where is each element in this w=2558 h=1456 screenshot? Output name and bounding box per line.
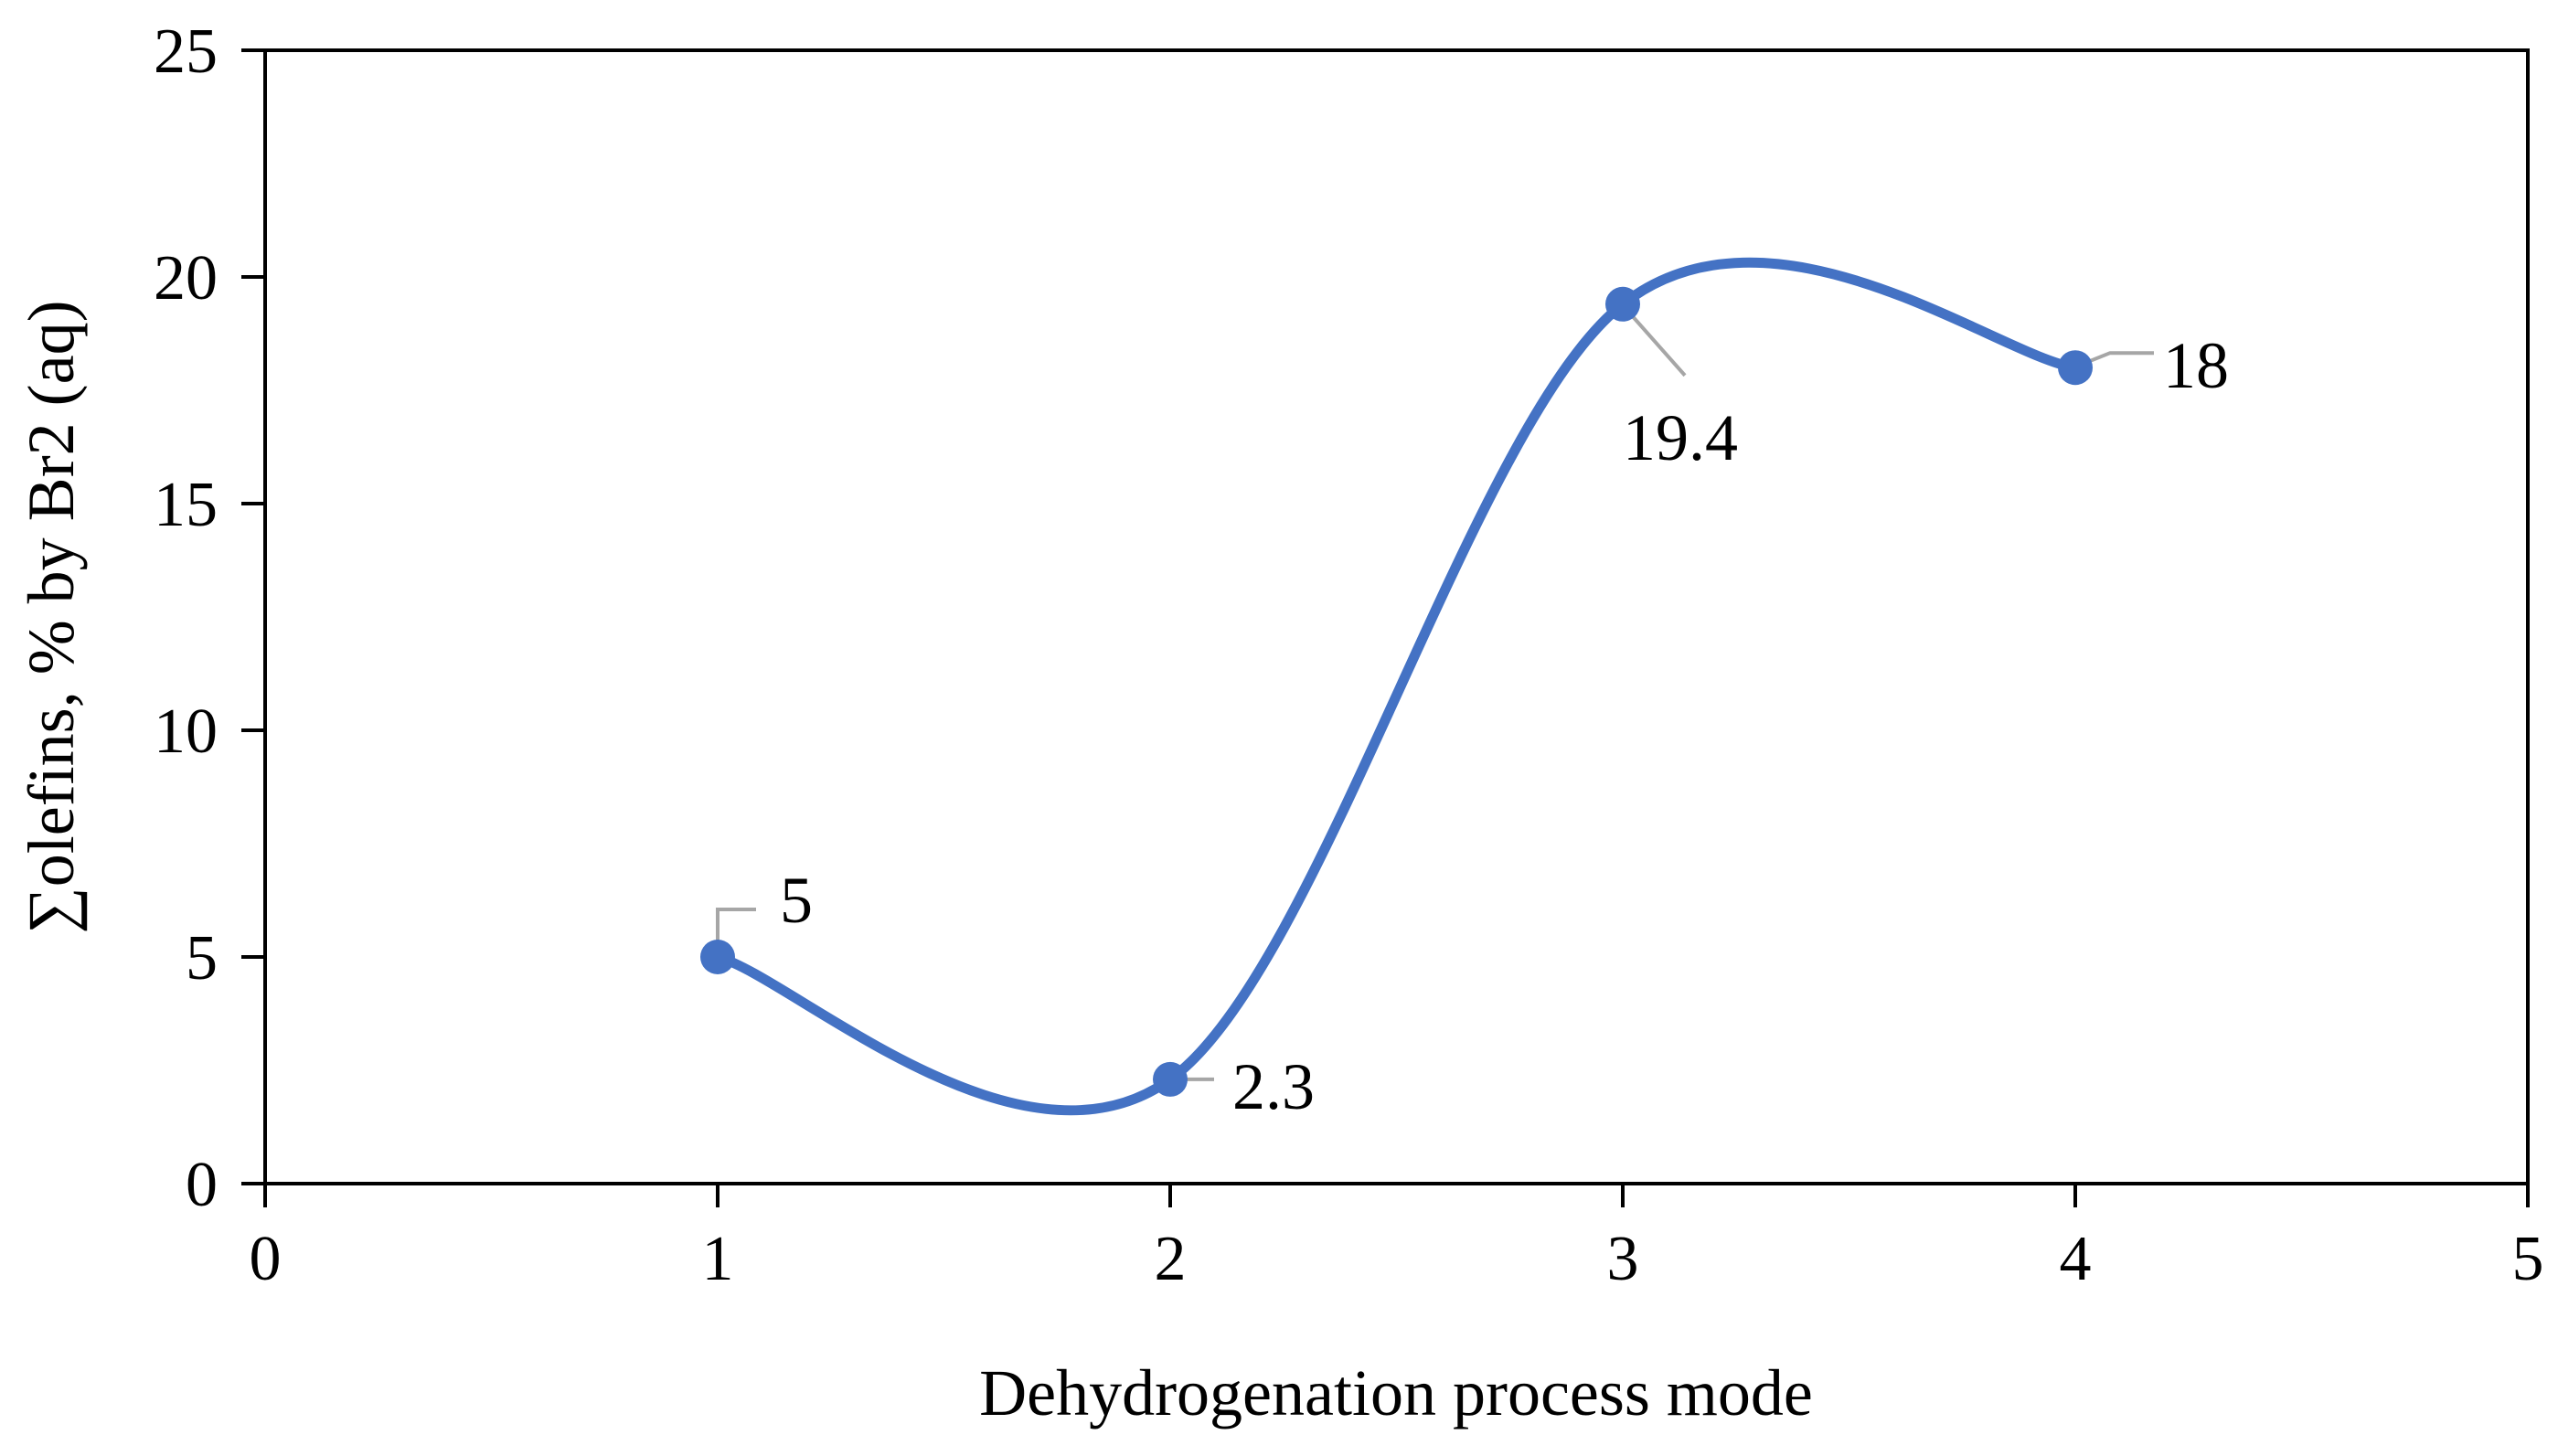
data-label-0: 5: [780, 864, 813, 937]
x-tick-label-4: 4: [2060, 1224, 2092, 1294]
y-tick-label-5: 25: [154, 16, 218, 87]
x-axis-title: Dehydrogenation process mode: [979, 1356, 1813, 1429]
x-axis-ticks: 0 1 2 3 4 5: [250, 1184, 2544, 1294]
plot-frame: [263, 48, 2530, 1185]
x-tick-label-5: 5: [2512, 1224, 2544, 1294]
y-tick-label-1: 5: [186, 923, 218, 994]
data-point-2: [1605, 286, 1640, 322]
y-tick-label-0: 0: [186, 1150, 218, 1220]
data-label-1: 2.3: [1232, 1050, 1315, 1123]
data-point-3: [2058, 350, 2093, 386]
series-line: [712, 257, 2081, 1116]
label-leader-2: [1626, 310, 1687, 377]
y-axis-title: ∑olefins, % by Br2 (aq): [15, 300, 88, 933]
x-tick-label-2: 2: [1155, 1224, 1187, 1294]
data-label-2: 19.4: [1623, 401, 1738, 474]
label-leader-0: [716, 908, 756, 944]
data-label-3: 18: [2163, 329, 2229, 402]
label-leader-3: [2082, 351, 2154, 367]
x-tick-label-3: 3: [1607, 1224, 1639, 1294]
y-axis-ticks: 0 5 10 15 20 25: [154, 16, 265, 1220]
data-point-0: [700, 940, 735, 974]
x-tick-label-1: 1: [702, 1224, 734, 1294]
data-point-1: [1153, 1061, 1188, 1097]
y-tick-label-3: 15: [154, 470, 218, 540]
x-tick-label-0: 0: [250, 1224, 282, 1294]
y-tick-label-2: 10: [154, 696, 218, 767]
y-tick-label-4: 20: [154, 243, 218, 314]
series-layer: 5 2.3 19.4 18: [700, 257, 2229, 1123]
